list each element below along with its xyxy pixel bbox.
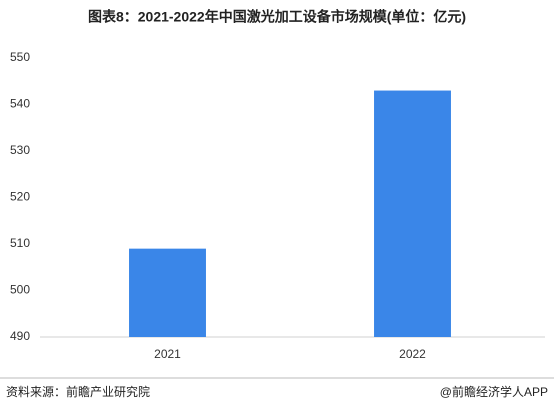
x-tick-label: 2021 [154,347,181,361]
x-tick-label: 2022 [399,347,426,361]
source: 资料来源：前瞻产业研究院 [6,384,150,399]
y-tick-label: 490 [10,329,30,343]
bar [129,248,206,337]
credit: @前瞻经济学人APP [440,384,548,399]
bar [374,90,451,337]
chart-title: 图表8：2021-2022年中国激光加工设备市场规模(单位：亿元) [88,9,466,25]
y-tick-label: 550 [10,50,30,64]
y-tick-label: 520 [10,190,30,204]
y-tick-label: 530 [10,143,30,157]
y-tick-label: 510 [10,236,30,250]
y-tick-label: 500 [10,283,30,297]
y-tick-label: 540 [10,97,30,111]
